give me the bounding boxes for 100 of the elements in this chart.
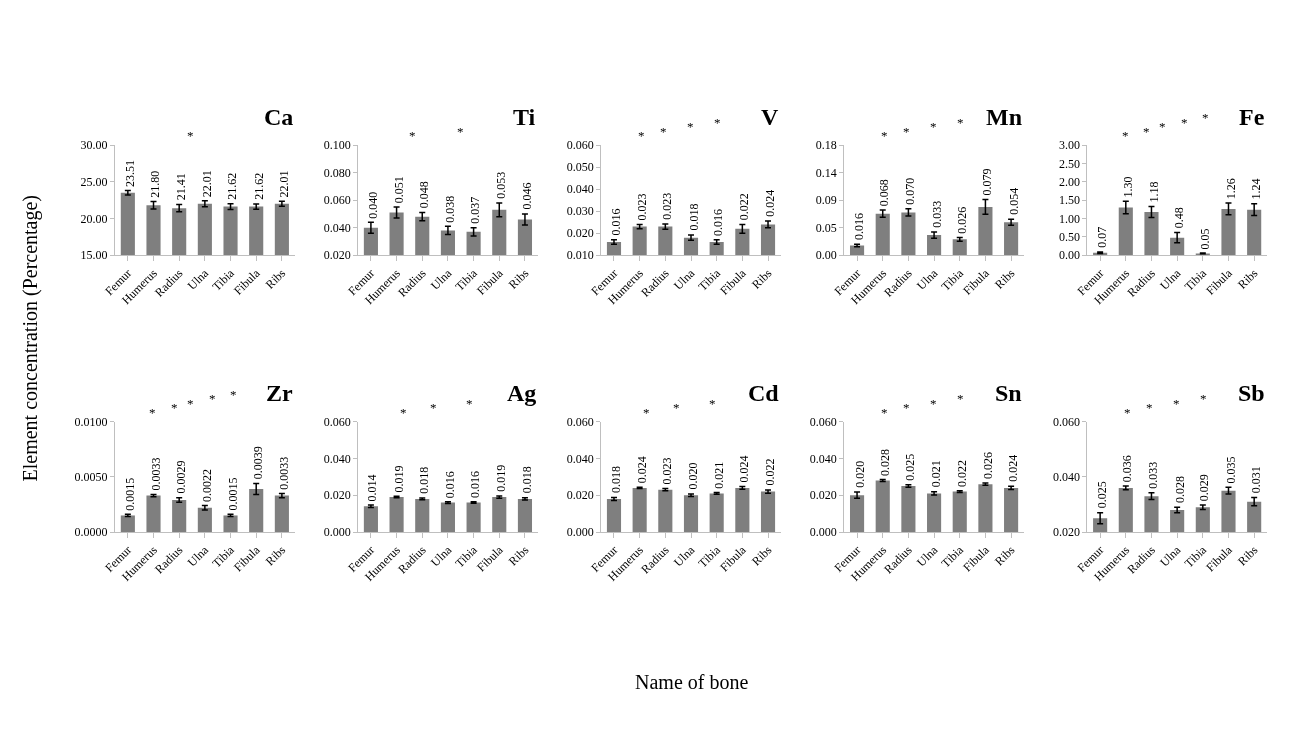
text: * bbox=[881, 128, 888, 143]
bar bbox=[172, 500, 187, 532]
bar bbox=[146, 495, 161, 532]
chart-title: Ag bbox=[507, 380, 537, 406]
data-label: 0.028 bbox=[877, 448, 892, 476]
text: * bbox=[457, 124, 464, 139]
text: * bbox=[673, 400, 680, 415]
data-label: 0.018 bbox=[609, 465, 624, 493]
bar bbox=[709, 493, 724, 532]
data-label: 0.033 bbox=[1146, 461, 1161, 489]
bar bbox=[760, 491, 776, 532]
text: * bbox=[230, 387, 237, 402]
y-tick-label: 0.060 bbox=[323, 414, 351, 429]
bar bbox=[363, 506, 378, 532]
data-label: 0.016 bbox=[608, 208, 623, 236]
y-tick-label: 0.040 bbox=[566, 451, 594, 466]
y-tick-label: 0.05 bbox=[815, 220, 837, 235]
y-tick-label: 0.020 bbox=[1052, 525, 1080, 540]
bar bbox=[197, 507, 212, 532]
x-tick-label: Ribs bbox=[1235, 265, 1261, 292]
data-label: 0.070 bbox=[903, 177, 918, 205]
y-tick-label: 0.060 bbox=[323, 193, 351, 208]
y-tick-label: 0.50 bbox=[1058, 230, 1080, 245]
data-label: 21.62 bbox=[251, 172, 266, 200]
y-tick-label: 0.040 bbox=[1052, 470, 1080, 485]
bar bbox=[1247, 209, 1262, 256]
x-tick-label: Ribs bbox=[748, 265, 775, 292]
y-tick-label: 0.050 bbox=[566, 160, 594, 175]
bar bbox=[850, 245, 865, 256]
y-tick-label: 0.09 bbox=[815, 193, 837, 208]
bar bbox=[492, 497, 507, 532]
data-label: 0.026 bbox=[980, 452, 995, 480]
text: * bbox=[1143, 124, 1150, 139]
x-tick-label: Ribs bbox=[262, 265, 289, 292]
data-label: 22.01 bbox=[277, 170, 292, 198]
bar bbox=[1118, 207, 1133, 256]
data-label: 0.022 bbox=[954, 459, 969, 487]
text: * bbox=[709, 396, 716, 411]
data-label: 0.018 bbox=[686, 203, 701, 231]
text: * bbox=[1202, 110, 1209, 125]
bar bbox=[901, 486, 916, 532]
bar bbox=[440, 502, 455, 532]
text: * bbox=[209, 391, 216, 406]
y-tick-label: 0.020 bbox=[323, 248, 351, 263]
x-tick-label: Ulna bbox=[427, 265, 455, 293]
data-label: 0.023 bbox=[659, 192, 674, 220]
data-label: 0.0033 bbox=[277, 456, 292, 490]
data-label: 0.024 bbox=[763, 189, 778, 217]
data-label: 0.0022 bbox=[199, 468, 214, 502]
y-tick-label: 0.020 bbox=[566, 226, 594, 241]
chart-title: Zr bbox=[266, 380, 294, 406]
bar bbox=[1144, 211, 1159, 256]
y-tick-label: 0.060 bbox=[566, 414, 594, 429]
bar bbox=[1221, 208, 1236, 256]
y-tick-label: 15.00 bbox=[80, 248, 108, 263]
text: * bbox=[1200, 391, 1207, 406]
text: * bbox=[957, 391, 964, 406]
bar bbox=[978, 206, 993, 256]
data-label: 0.018 bbox=[519, 466, 534, 494]
chart-title: Cd bbox=[748, 380, 780, 406]
bar bbox=[606, 498, 622, 532]
bar bbox=[632, 487, 647, 532]
data-label: 0.019 bbox=[493, 464, 508, 492]
text: * bbox=[903, 124, 910, 139]
text: * bbox=[1146, 400, 1153, 415]
chart-title: Sb bbox=[1238, 380, 1265, 406]
text: * bbox=[714, 115, 721, 130]
bar bbox=[901, 212, 916, 256]
data-label: 1.30 bbox=[1121, 176, 1136, 198]
data-label: 0.053 bbox=[493, 171, 508, 199]
data-label: 0.016 bbox=[442, 471, 457, 499]
y-tick-label: 0.00 bbox=[815, 248, 837, 263]
bar bbox=[120, 515, 135, 532]
text: * bbox=[409, 128, 416, 143]
data-label: 0.0039 bbox=[251, 446, 266, 480]
data-label: 0.024 bbox=[737, 455, 752, 483]
x-axis-title: Name of bone bbox=[635, 671, 749, 693]
y-tick-label: 0.040 bbox=[323, 220, 351, 235]
x-tick-label: Ulna bbox=[914, 265, 941, 293]
y-tick-label: 0.080 bbox=[323, 165, 351, 180]
data-label: 0.029 bbox=[1197, 474, 1212, 502]
text: * bbox=[638, 128, 645, 143]
data-label: 1.24 bbox=[1248, 178, 1263, 200]
data-label: 0.079 bbox=[980, 168, 995, 196]
text: * bbox=[1124, 405, 1131, 420]
bar bbox=[927, 235, 942, 256]
y-tick-label: 0.18 bbox=[815, 138, 837, 153]
data-label: 0.026 bbox=[954, 206, 969, 234]
text: * bbox=[187, 128, 194, 143]
bar bbox=[466, 502, 481, 532]
bar bbox=[875, 480, 890, 532]
x-tick-label: Ribs bbox=[991, 542, 1018, 569]
text: * bbox=[430, 400, 437, 415]
y-tick-label: 0.14 bbox=[815, 165, 837, 180]
y-tick-label: 0.060 bbox=[1052, 414, 1080, 429]
bar bbox=[952, 239, 967, 256]
data-label: 1.26 bbox=[1223, 178, 1238, 200]
bar bbox=[249, 488, 264, 532]
y-tick-label: 0.020 bbox=[323, 488, 351, 503]
y-tick-label: 0.040 bbox=[809, 451, 837, 466]
